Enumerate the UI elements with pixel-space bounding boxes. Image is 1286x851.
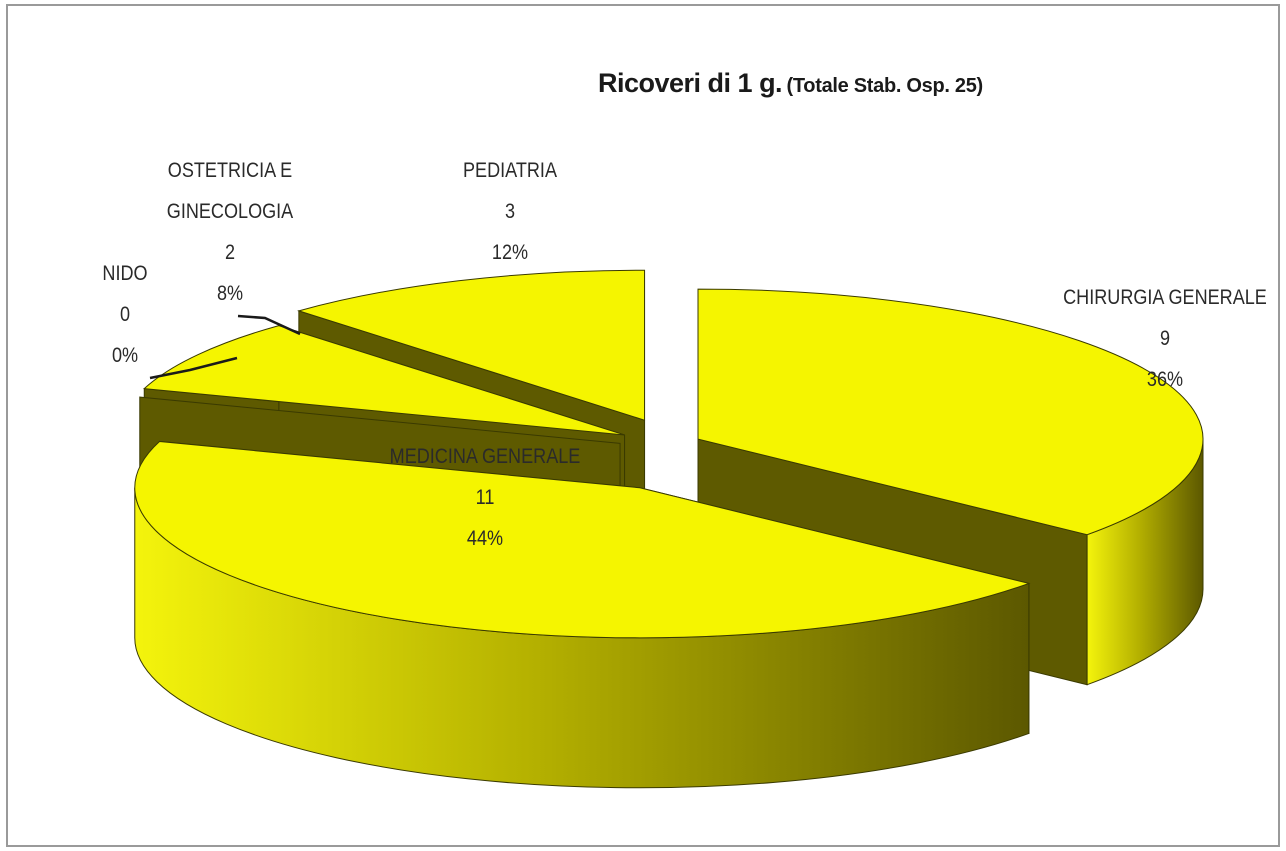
- label-medicina-value: 11: [475, 486, 495, 509]
- label-ostetricia-ginecologia: OSTETRICIA E GINECOLOGIA 2 8%: [148, 150, 311, 314]
- pie-slice-top-ostetricia-e-ginecologia: [143, 325, 625, 436]
- label-chirurgia-generale: CHIRURGIA GENERALE 9 36%: [1049, 277, 1281, 400]
- chart-title-main: Ricoveri di 1 g.: [598, 68, 783, 98]
- label-pediatria-value: 3: [504, 200, 516, 223]
- leader-line-ostetricia: [237, 314, 301, 336]
- label-ostetricia-value: 2: [224, 241, 236, 264]
- label-chirurgia-percent: 36%: [1146, 368, 1184, 391]
- chart-title: Ricoveri di 1 g. (Totale Stab. Osp. 25): [598, 68, 983, 99]
- label-pediatria: PEDIATRIA 3 12%: [441, 150, 579, 273]
- label-chirurgia-value: 9: [1159, 327, 1171, 350]
- label-medicina-percent: 44%: [466, 527, 504, 550]
- label-nido-value: 0: [119, 303, 131, 326]
- label-pediatria-name: PEDIATRIA: [462, 159, 557, 182]
- leader-line-nido: [149, 356, 238, 380]
- label-nido: NIDO 0 0%: [95, 253, 155, 376]
- label-chirurgia-name: CHIRURGIA GENERALE: [1063, 286, 1267, 309]
- pie-slice-medicina-generale: [134, 440, 1031, 789]
- label-ostetricia-name-line2: GINECOLOGIA: [166, 200, 294, 223]
- pie-slice-top-chirurgia-generale: [697, 288, 1204, 536]
- chart-title-subtitle: (Totale Stab. Osp. 25): [786, 75, 984, 97]
- pie-slice-top-medicina-generale: [134, 440, 1031, 639]
- pie-slice-top-pediatria: [297, 269, 646, 421]
- label-ostetricia-name-line1: OSTETRICIA E: [167, 159, 293, 182]
- label-pediatria-percent: 12%: [491, 241, 529, 264]
- label-ostetricia-percent: 8%: [216, 282, 244, 305]
- label-medicina-name: MEDICINA GENERALE: [389, 445, 581, 468]
- label-nido-name: NIDO: [102, 262, 148, 285]
- label-nido-percent: 0%: [111, 344, 139, 367]
- label-medicina-generale: MEDICINA GENERALE 11 44%: [365, 436, 606, 559]
